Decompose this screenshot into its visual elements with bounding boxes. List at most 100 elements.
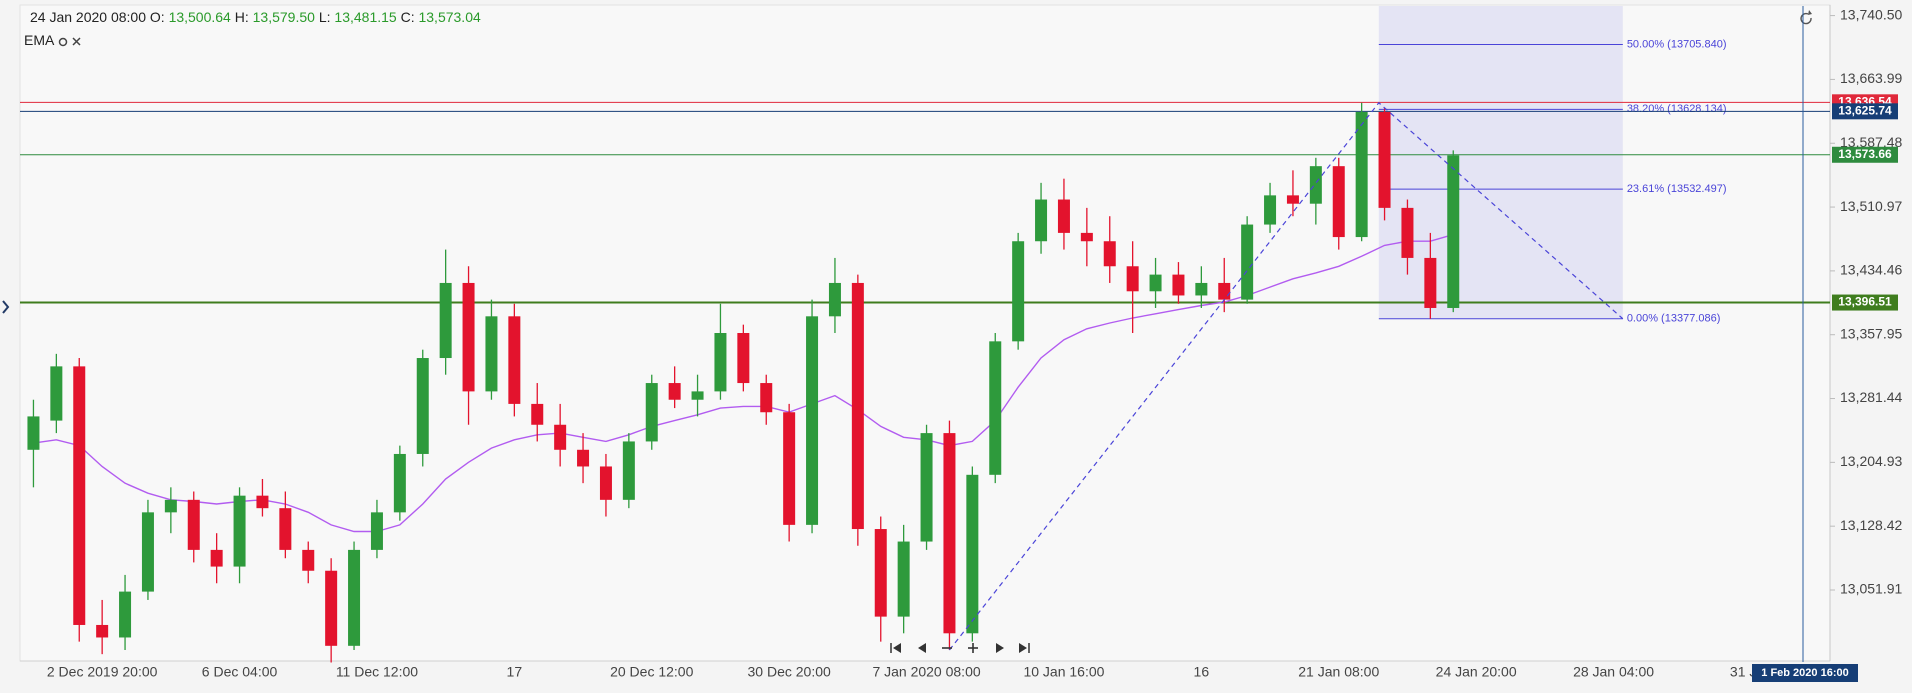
candle-body <box>1264 195 1277 225</box>
y-tick-label: 13,434.46 <box>1840 262 1902 278</box>
candle-body <box>554 424 567 450</box>
candle-body <box>1172 274 1185 296</box>
candle-body <box>1126 266 1139 292</box>
settings-icon[interactable] <box>59 38 68 47</box>
x-tick-label: 7 Jan 2020 08:00 <box>872 664 980 680</box>
x-tick-label: 2 Dec 2019 20:00 <box>47 664 158 680</box>
candle-body <box>1447 155 1460 308</box>
candle-body <box>370 512 383 550</box>
candle-body <box>119 591 132 638</box>
ema-line <box>33 233 1454 533</box>
candle-body <box>73 366 86 625</box>
close-value: 13,573.04 <box>418 9 481 25</box>
candle-body <box>96 624 109 638</box>
candle-body <box>210 549 223 567</box>
fib-level-label: 0.00% (13377.086) <box>1627 313 1721 325</box>
candle-body <box>1012 241 1025 342</box>
candle-body <box>302 549 315 571</box>
indicator-name[interactable]: EMA <box>24 32 54 48</box>
x-tick-label: 6 Dec 04:00 <box>202 664 278 680</box>
y-tick-label: 13,587.48 <box>1840 134 1902 150</box>
x-tick-label: 16 <box>1194 664 1210 680</box>
x-tick-label: 21 Jan 08:00 <box>1298 664 1379 680</box>
x-tick-label: 20 Dec 12:00 <box>610 664 693 680</box>
candle-body <box>1195 282 1208 296</box>
last-button[interactable] <box>1019 643 1030 653</box>
close-label: C: <box>400 9 415 25</box>
indicator-row: EMA <box>24 32 87 48</box>
candle-body <box>783 412 796 525</box>
candle-body <box>943 433 956 634</box>
prev-button[interactable] <box>918 643 926 653</box>
price-badge-label: 13,573.66 <box>1838 147 1892 161</box>
candle-body <box>874 529 887 617</box>
fib-level-label: 50.00% (13705.840) <box>1627 38 1727 50</box>
low-label: L: <box>318 9 331 25</box>
x-tick-label: 10 Jan 16:00 <box>1023 664 1104 680</box>
candle-body <box>416 358 429 454</box>
zoom-in-button[interactable] <box>968 643 978 653</box>
candle-body <box>966 474 979 634</box>
open-label: O: <box>149 9 165 25</box>
ohlc-date: 24 Jan 2020 08:00 <box>30 9 146 25</box>
candle-body <box>577 449 590 467</box>
candle-body <box>1149 274 1162 292</box>
candle-body <box>164 499 177 513</box>
x-tick-label: 24 Jan 20:00 <box>1436 664 1517 680</box>
candle-body <box>1378 111 1391 208</box>
x-tick-label: 30 Dec 20:00 <box>748 664 831 680</box>
candle-body <box>325 570 338 646</box>
candle-body <box>599 466 612 500</box>
candle-body <box>828 282 841 317</box>
fib-level-label: 38.20% (13628.134) <box>1627 103 1727 115</box>
high-label: H: <box>234 9 249 25</box>
refresh-icon[interactable] <box>1800 10 1812 25</box>
candle-body <box>1286 195 1299 204</box>
candle-body <box>989 341 1002 475</box>
candle-body <box>462 282 475 392</box>
candle-body <box>760 383 773 413</box>
y-tick-label: 13,281.44 <box>1840 389 1902 405</box>
y-tick-label: 13,510.97 <box>1840 198 1902 214</box>
candle-body <box>851 282 864 530</box>
y-tick-label: 13,663.99 <box>1840 70 1902 86</box>
candle-body <box>920 433 933 542</box>
fib-level-label: 23.61% (13532.497) <box>1627 183 1727 195</box>
candle-body <box>233 495 246 567</box>
y-tick-label: 13,204.93 <box>1840 453 1902 469</box>
crosshair-badge <box>1752 664 1858 682</box>
candle-body <box>27 416 40 450</box>
remove-icon[interactable] <box>72 37 81 46</box>
price-badge <box>1832 294 1898 311</box>
candle-body <box>508 316 521 404</box>
plot-area <box>19 4 1831 662</box>
candle-body <box>141 512 154 592</box>
y-tick-label: 13,357.95 <box>1840 325 1902 341</box>
candle-body <box>531 403 544 425</box>
candle-body <box>1332 166 1345 238</box>
candle-body <box>279 508 292 550</box>
candle-body <box>50 366 63 421</box>
candle-body <box>393 453 406 513</box>
candle-body <box>1401 207 1414 258</box>
price-badge <box>1832 103 1898 120</box>
y-tick-label: 13,740.50 <box>1840 6 1902 22</box>
candle-body <box>1080 232 1093 242</box>
candle-body <box>439 282 452 359</box>
candle-body <box>1218 282 1231 300</box>
next-button[interactable] <box>996 643 1004 653</box>
first-button[interactable] <box>890 643 901 653</box>
candle-body <box>897 541 910 617</box>
crosshair-label: 1 Feb 2020 16:00 <box>1761 667 1848 679</box>
trend-drawing <box>948 101 1624 651</box>
candle-body <box>737 333 750 384</box>
side-toggle[interactable] <box>2 300 10 314</box>
x-tick-label: 11 Dec 12:00 <box>336 664 418 680</box>
candle-body <box>1057 199 1070 233</box>
low-value: 13,481.15 <box>334 9 397 25</box>
candle-body <box>348 549 361 646</box>
candle-body <box>714 333 727 392</box>
price-badge-label: 13,396.51 <box>1838 295 1892 309</box>
